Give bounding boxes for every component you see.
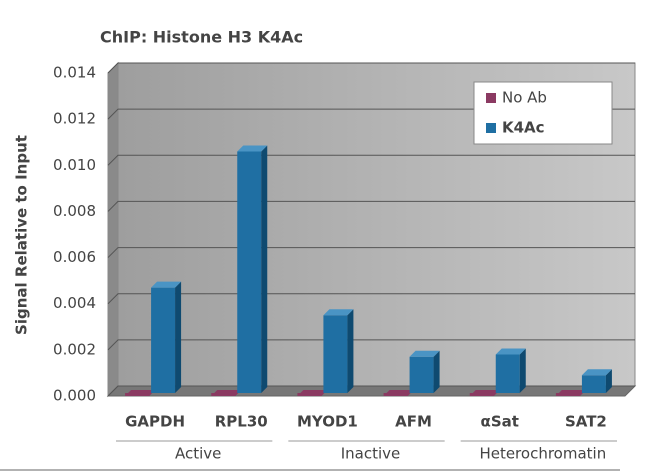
y-tick-label: 0.002 <box>53 340 96 358</box>
y-tick-label: 0.006 <box>53 248 96 266</box>
bar <box>151 281 182 393</box>
x-tick-label: RPL30 <box>215 413 268 431</box>
grid-line <box>107 339 635 351</box>
x-tick-label: SAT2 <box>565 413 607 431</box>
group-label: Active <box>175 445 221 463</box>
grid-line <box>107 154 635 166</box>
bar <box>323 309 354 393</box>
grid-line <box>107 385 635 397</box>
x-tick-label: AFM <box>395 413 432 431</box>
grid-line <box>107 200 635 212</box>
bar <box>237 145 268 393</box>
legend-swatch <box>486 93 496 103</box>
x-tick-label: GAPDH <box>125 413 185 431</box>
y-tick-label: 0.004 <box>53 294 96 312</box>
y-tick-label: 0.010 <box>53 156 96 174</box>
group-label: Inactive <box>341 445 401 463</box>
grid-line <box>107 108 635 120</box>
legend-box <box>473 81 613 145</box>
grid-line <box>107 293 635 305</box>
legend-label: No Ab <box>502 89 547 107</box>
x-tick-label: αSat <box>481 413 519 431</box>
legend-label: K4Ac <box>502 119 545 137</box>
bar <box>495 348 526 393</box>
side-wall <box>107 61 119 398</box>
grid-line <box>107 62 635 74</box>
chart-title: ChIP: Histone H3 K4Ac <box>100 28 303 47</box>
grid-line <box>107 247 635 258</box>
y-tick-label: 0.008 <box>53 202 96 220</box>
legend-swatch <box>486 123 496 133</box>
x-tick-label: MYOD1 <box>297 413 358 431</box>
group-label: Heterochromatin <box>479 445 606 463</box>
y-tick-label: 0.012 <box>53 110 96 128</box>
bar <box>409 350 440 393</box>
bar <box>581 369 612 393</box>
y-tick-label: 0.014 <box>53 64 96 82</box>
y-tick-label: 0.000 <box>53 387 96 405</box>
y-axis-label: Signal Relative to Input <box>13 135 31 335</box>
